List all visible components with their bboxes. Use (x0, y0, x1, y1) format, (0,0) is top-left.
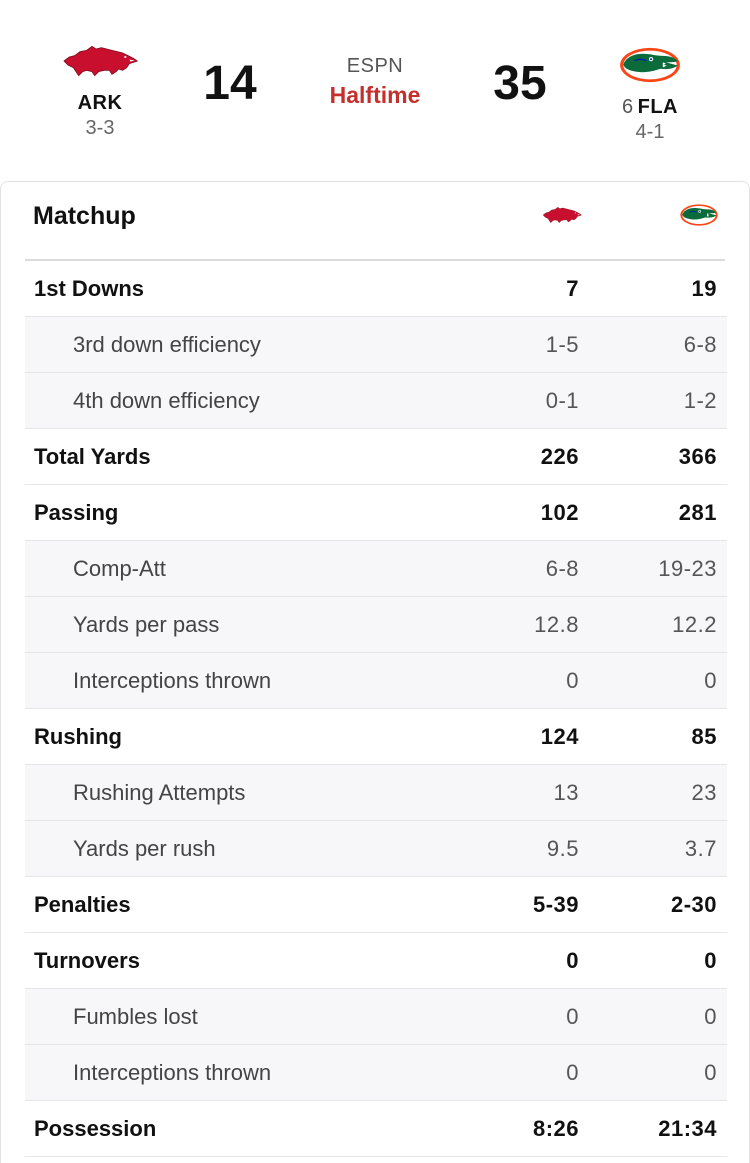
home-team-block[interactable]: 6 FLA 4-1 (580, 36, 720, 144)
razorback-logo-icon (60, 36, 140, 86)
home-team-record: 4-1 (635, 121, 665, 143)
stat-row: Fumbles lost 0 0 (25, 989, 727, 1045)
stat-away-value: 9.5 (546, 836, 579, 861)
stat-row: Passing 102 281 (25, 485, 727, 541)
score-header: ARK 3-3 14 ESPN Halftime 35 6 FLA 4-1 (0, 0, 750, 180)
stat-home-value: 23 (691, 780, 717, 805)
stat-home-value: 0 (704, 668, 717, 693)
stat-home-value: 19 (691, 276, 717, 301)
stat-row: Rushing 124 85 (25, 709, 727, 765)
stat-label: Rushing (34, 724, 122, 749)
stat-home-value: 1-2 (683, 388, 717, 413)
home-team-abbr: 6 FLA (621, 96, 678, 118)
stat-away-value: 12.8 (534, 612, 579, 637)
stat-row: Interceptions thrown 0 0 (25, 1045, 727, 1101)
matchup-title: Matchup (33, 202, 136, 230)
stat-label: Rushing Attempts (73, 780, 246, 805)
stat-home-value: 0 (704, 1004, 717, 1029)
stat-row: 4th down efficiency 0-1 1-2 (25, 373, 727, 429)
stat-away-value: 0 (566, 948, 579, 973)
stat-away-value: 226 (540, 444, 579, 469)
stat-row: Possession 8:26 21:34 (25, 1101, 727, 1157)
stat-label: Turnovers (34, 948, 140, 973)
stat-home-value: 12.2 (672, 612, 717, 637)
home-score: 35 (493, 57, 547, 110)
stat-home-value: 281 (678, 500, 717, 525)
stat-row: Rushing Attempts 13 23 (25, 765, 727, 821)
stat-away-value: 13 (553, 780, 579, 805)
stat-row: Interceptions thrown 0 0 (25, 653, 727, 709)
stat-label: Interceptions thrown (73, 1060, 272, 1085)
stat-label: Yards per pass (73, 612, 220, 637)
stat-row: Total Yards 226 366 (25, 429, 727, 485)
stat-label: Interceptions thrown (73, 668, 272, 693)
stat-label: Yards per rush (73, 836, 216, 861)
stat-label: Possession (34, 1116, 157, 1141)
home-team-rank: 6 (621, 96, 634, 118)
away-score: 14 (203, 57, 257, 110)
stat-away-value: 1-5 (545, 332, 579, 357)
stat-home-value: 3.7 (684, 836, 717, 861)
stat-label: Comp-Att (73, 556, 166, 581)
gator-logo-icon (618, 40, 682, 90)
stat-label: Penalties (34, 892, 131, 917)
stat-home-value: 21:34 (658, 1116, 717, 1141)
stat-home-value: 85 (691, 724, 717, 749)
stat-away-value: 0 (566, 1004, 579, 1029)
stat-away-value: 124 (540, 724, 579, 749)
stat-home-value: 19-23 (658, 556, 717, 581)
stat-away-value: 0 (566, 668, 579, 693)
stat-home-value: 0 (704, 948, 717, 973)
stat-away-value: 0-1 (545, 388, 579, 413)
stat-row: Yards per rush 9.5 3.7 (25, 821, 727, 877)
stat-label: Fumbles lost (73, 1004, 198, 1029)
stat-row: Turnovers 0 0 (25, 933, 727, 989)
away-team-record: 3-3 (85, 117, 115, 139)
matchup-card: Matchup 1st Downs 7 19 3rd down efficiency 1… (0, 181, 750, 1163)
stat-home-value: 366 (678, 444, 717, 469)
stat-row: Comp-Att 6-8 19-23 (25, 541, 727, 597)
stat-label: Passing (34, 500, 119, 525)
stat-row: Yards per pass 12.8 12.2 (25, 597, 727, 653)
stat-home-value: 2-30 (670, 892, 717, 917)
stat-label: 4th down efficiency (73, 388, 260, 413)
stat-home-value: 0 (704, 1060, 717, 1085)
gator-logo-icon (679, 202, 719, 228)
stat-label: 1st Downs (34, 276, 145, 301)
stat-away-value: 102 (540, 500, 579, 525)
network-label: ESPN (346, 55, 404, 77)
stat-away-value: 7 (566, 276, 579, 301)
stat-away-value: 0 (566, 1060, 579, 1085)
status-label: Halftime (329, 82, 421, 108)
away-team-abbr: ARK (77, 92, 123, 114)
matchup-header: Matchup (25, 182, 725, 261)
stat-label: Total Yards (34, 444, 151, 469)
razorback-logo-icon (541, 202, 583, 228)
stat-away-value: 6-8 (545, 556, 579, 581)
away-team-block[interactable]: ARK 3-3 (30, 36, 170, 140)
stats-table: 1st Downs 7 19 3rd down efficiency 1-5 6-8 4th… (25, 261, 727, 1157)
stat-label: 3rd down efficiency (73, 332, 261, 357)
stat-home-value: 6-8 (683, 332, 717, 357)
stat-row: 1st Downs 7 19 (25, 261, 727, 317)
game-status: ESPN Halftime (300, 55, 450, 109)
stat-row: 3rd down efficiency 1-5 6-8 (25, 317, 727, 373)
stat-away-value: 5-39 (532, 892, 579, 917)
stat-away-value: 8:26 (532, 1116, 579, 1141)
stat-row: Penalties 5-39 2-30 (25, 877, 727, 933)
